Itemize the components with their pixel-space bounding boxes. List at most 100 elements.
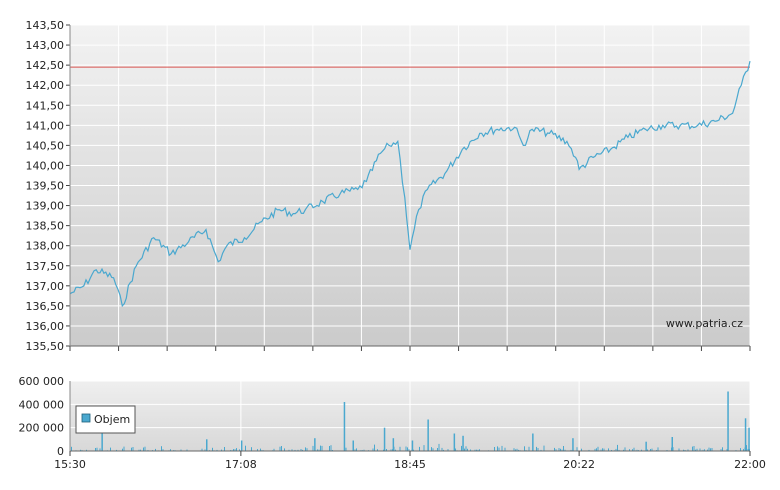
volume-bar (465, 446, 467, 451)
volume-bar (443, 449, 444, 451)
x-tick-label: 17:08 (225, 458, 257, 471)
volume-bar (95, 448, 96, 451)
volume-bar (504, 447, 506, 451)
volume-bar (498, 447, 500, 451)
price-y-tick-label: 138,50 (26, 220, 65, 233)
volume-bar (740, 448, 741, 451)
price-y-tick-label: 142,00 (26, 79, 65, 92)
volume-bar (588, 449, 590, 451)
volume-bar (419, 446, 420, 451)
volume-bar (99, 448, 101, 451)
price-y-tick-label: 137,00 (26, 280, 65, 293)
volume-bar (524, 446, 525, 451)
volume-bar (423, 445, 425, 451)
volume-bar (710, 448, 711, 451)
volume-bar (279, 446, 281, 451)
volume-bar (441, 447, 443, 451)
volume-bar (300, 449, 302, 451)
price-panel: 143,50 143,00 142,50 142,00 141,50 141,00 140,… (26, 19, 751, 353)
volume-bar (438, 443, 440, 451)
price-y-tick-label: 139,50 (26, 180, 65, 193)
volume-bar (563, 446, 564, 451)
volume-bar (657, 447, 659, 451)
volume-bar (245, 445, 246, 451)
volume-bar (477, 449, 479, 451)
volume-bar (633, 447, 635, 451)
volume-bar (641, 449, 642, 451)
volume-bar (288, 449, 290, 451)
price-y-tick-label: 139,00 (26, 200, 65, 213)
volume-bar (260, 448, 261, 451)
volume-bar (561, 449, 563, 451)
volume-bar (623, 449, 624, 451)
volume-bar (363, 449, 365, 451)
volume-bar (161, 446, 162, 451)
price-y-tick-label: 136,50 (26, 300, 65, 313)
price-y-tick-label: 137,50 (26, 260, 65, 273)
volume-spike-bar (343, 402, 346, 451)
legend-swatch (81, 413, 91, 423)
volume-bar (560, 448, 561, 451)
price-y-tick-label: 141,00 (26, 119, 65, 132)
volume-bar (96, 447, 98, 451)
volume-bar (212, 447, 213, 451)
volume-bar (143, 447, 144, 451)
volume-bar (294, 449, 296, 451)
volume-bar (570, 449, 572, 451)
volume-bar (386, 449, 387, 451)
volume-bar (515, 449, 516, 451)
volume-bar (162, 449, 164, 451)
volume-spike-bar (748, 427, 750, 451)
volume-bar (80, 449, 81, 451)
volume-bar (704, 449, 705, 451)
volume-bar (683, 449, 684, 451)
volume-bar (581, 448, 582, 451)
price-y-tick-label: 138,00 (26, 240, 65, 253)
volume-bar (707, 449, 708, 451)
x-tick-label: 20:22 (563, 458, 595, 471)
volume-spike-bar (462, 435, 464, 451)
volume-bar (132, 447, 134, 451)
volume-bar (186, 449, 188, 451)
volume-y-tick-label: 0 (57, 445, 64, 458)
x-tick-label: 15:30 (54, 458, 86, 471)
volume-bar (140, 449, 141, 451)
volume-bar (747, 448, 749, 451)
volume-bar (464, 448, 465, 451)
volume-bar (221, 449, 222, 451)
volume-bar (461, 445, 462, 451)
volume-bar (284, 448, 285, 451)
volume-bar (629, 449, 630, 451)
volume-bar (374, 444, 375, 451)
volume-bar (122, 448, 123, 451)
volume-bar (110, 447, 111, 451)
volume-bar (608, 448, 609, 451)
volume-bar (377, 449, 378, 451)
volume-bar (407, 447, 408, 451)
volume-bar (467, 448, 468, 451)
volume-spike-bar (206, 439, 208, 451)
volume-bar (497, 446, 498, 451)
volume-spike-bar (532, 433, 534, 451)
volume-bar (558, 448, 560, 451)
volume-bar (236, 448, 237, 451)
volume-bar (86, 449, 87, 451)
volume-bar (602, 448, 603, 451)
volume-panel: 600 000 400 000 200 000 0 15:30 17:08 18:45 20… (19, 375, 766, 471)
volume-bar (306, 448, 308, 451)
volume-bar (318, 449, 320, 451)
volume-bar (320, 445, 321, 451)
volume-bar (678, 448, 680, 451)
volume-bar (224, 447, 225, 451)
volume-bar (330, 445, 332, 451)
volume-y-axis: 600 000 400 000 200 000 0 (19, 375, 65, 458)
volume-bar (372, 448, 374, 451)
volume-bar (603, 448, 605, 451)
volume-bar (726, 449, 728, 451)
volume-bar (722, 447, 723, 451)
volume-bar (201, 448, 203, 451)
volume-bar (692, 446, 693, 451)
volume-bar (618, 449, 620, 451)
volume-bar (711, 448, 713, 451)
